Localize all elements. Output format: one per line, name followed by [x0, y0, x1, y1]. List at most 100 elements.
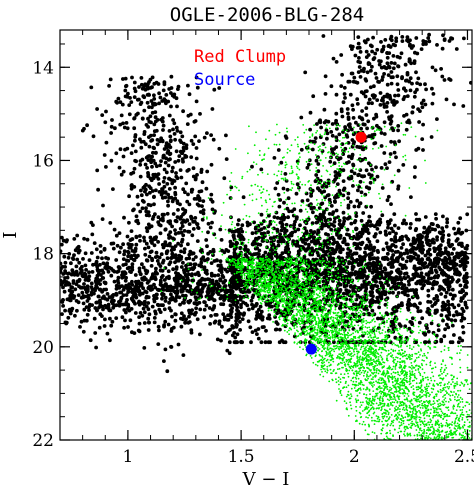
- black-star-point: [443, 307, 448, 312]
- black-star-point: [168, 134, 173, 139]
- black-star-point: [152, 93, 156, 98]
- green-star-point: [430, 408, 432, 411]
- black-star-point: [364, 168, 369, 173]
- black-star-point: [396, 168, 401, 173]
- black-star-point: [166, 269, 171, 274]
- black-star-point: [277, 204, 282, 209]
- black-star-point: [174, 267, 179, 271]
- black-star-point: [175, 176, 180, 181]
- black-star-point: [92, 241, 97, 246]
- black-star-point: [454, 239, 459, 243]
- black-star-point: [129, 186, 134, 191]
- black-star-point: [193, 176, 198, 181]
- black-star-point: [147, 80, 151, 84]
- black-star-point: [390, 248, 395, 253]
- black-star-point: [205, 258, 209, 262]
- black-star-point: [87, 258, 92, 262]
- black-star-point: [148, 203, 153, 208]
- black-star-point: [329, 130, 334, 134]
- black-star-point: [444, 290, 449, 295]
- black-star-point: [119, 113, 124, 118]
- black-star-point: [225, 317, 230, 322]
- black-star-point: [410, 248, 415, 253]
- black-star-point: [130, 249, 135, 253]
- black-star-point: [305, 165, 310, 170]
- black-star-point: [122, 252, 126, 257]
- black-star-point: [120, 275, 125, 280]
- black-star-point: [164, 144, 169, 148]
- black-star-point: [279, 228, 284, 233]
- green-star-point: [365, 300, 367, 303]
- black-star-point: [193, 216, 198, 220]
- black-star-point: [156, 288, 161, 292]
- black-star-point: [293, 229, 298, 234]
- green-star-point: [380, 356, 383, 358]
- black-star-point: [182, 250, 187, 255]
- black-star-point: [133, 273, 138, 277]
- black-star-point: [169, 345, 174, 349]
- black-star-point: [340, 72, 344, 77]
- green-star-point: [382, 417, 385, 420]
- black-star-point: [329, 204, 334, 208]
- green-star-point: [387, 290, 390, 293]
- black-star-point: [168, 260, 173, 265]
- black-star-point: [392, 98, 396, 103]
- black-star-point: [314, 173, 319, 177]
- black-star-point: [370, 308, 375, 313]
- black-star-point: [385, 55, 390, 60]
- black-star-point: [158, 264, 163, 268]
- black-star-point: [332, 271, 337, 275]
- black-star-point: [398, 235, 403, 240]
- black-star-point: [144, 258, 149, 263]
- black-star-point: [396, 291, 401, 295]
- black-star-point: [173, 137, 178, 142]
- black-star-point: [153, 255, 158, 259]
- black-star-point: [103, 317, 107, 322]
- black-star-point: [162, 359, 166, 363]
- black-star-point: [179, 243, 184, 248]
- black-star-point: [402, 218, 406, 223]
- black-star-point: [395, 74, 400, 79]
- black-star-point: [449, 318, 454, 322]
- black-star-point: [159, 217, 163, 222]
- black-star-point: [396, 267, 401, 272]
- black-star-point: [269, 255, 274, 260]
- black-star-point: [209, 133, 214, 138]
- black-star-point: [266, 230, 270, 235]
- black-star-point: [388, 271, 392, 276]
- black-star-point: [367, 161, 371, 166]
- black-star-point: [162, 278, 167, 282]
- black-star-point: [412, 241, 417, 245]
- black-star-point: [342, 284, 347, 289]
- green-star-point: [468, 430, 471, 432]
- black-star-point: [133, 138, 137, 143]
- black-star-point: [345, 107, 350, 111]
- black-star-point: [194, 99, 199, 104]
- black-star-point: [167, 187, 172, 191]
- black-star-point: [114, 258, 119, 262]
- black-star-point: [243, 244, 248, 249]
- black-star-point: [393, 287, 398, 291]
- black-star-point: [214, 258, 219, 263]
- black-star-point: [165, 256, 170, 261]
- black-star-point: [332, 161, 337, 166]
- black-star-point: [286, 196, 291, 201]
- black-star-point: [432, 246, 437, 251]
- black-star-point: [67, 309, 72, 313]
- green-star-point: [394, 349, 397, 352]
- black-star-point: [94, 261, 99, 266]
- black-star-point: [287, 209, 291, 214]
- black-star-point: [99, 273, 103, 277]
- black-star-point: [195, 286, 200, 291]
- black-star-point: [115, 243, 120, 248]
- black-star-point: [248, 222, 252, 227]
- black-star-point: [280, 222, 285, 227]
- black-star-point: [371, 57, 376, 62]
- black-star-point: [126, 325, 130, 329]
- black-star-point: [95, 168, 100, 173]
- black-star-point: [219, 338, 223, 343]
- black-star-point: [227, 228, 232, 233]
- black-star-point: [377, 80, 381, 84]
- black-star-point: [185, 122, 190, 126]
- black-star-point: [183, 210, 188, 214]
